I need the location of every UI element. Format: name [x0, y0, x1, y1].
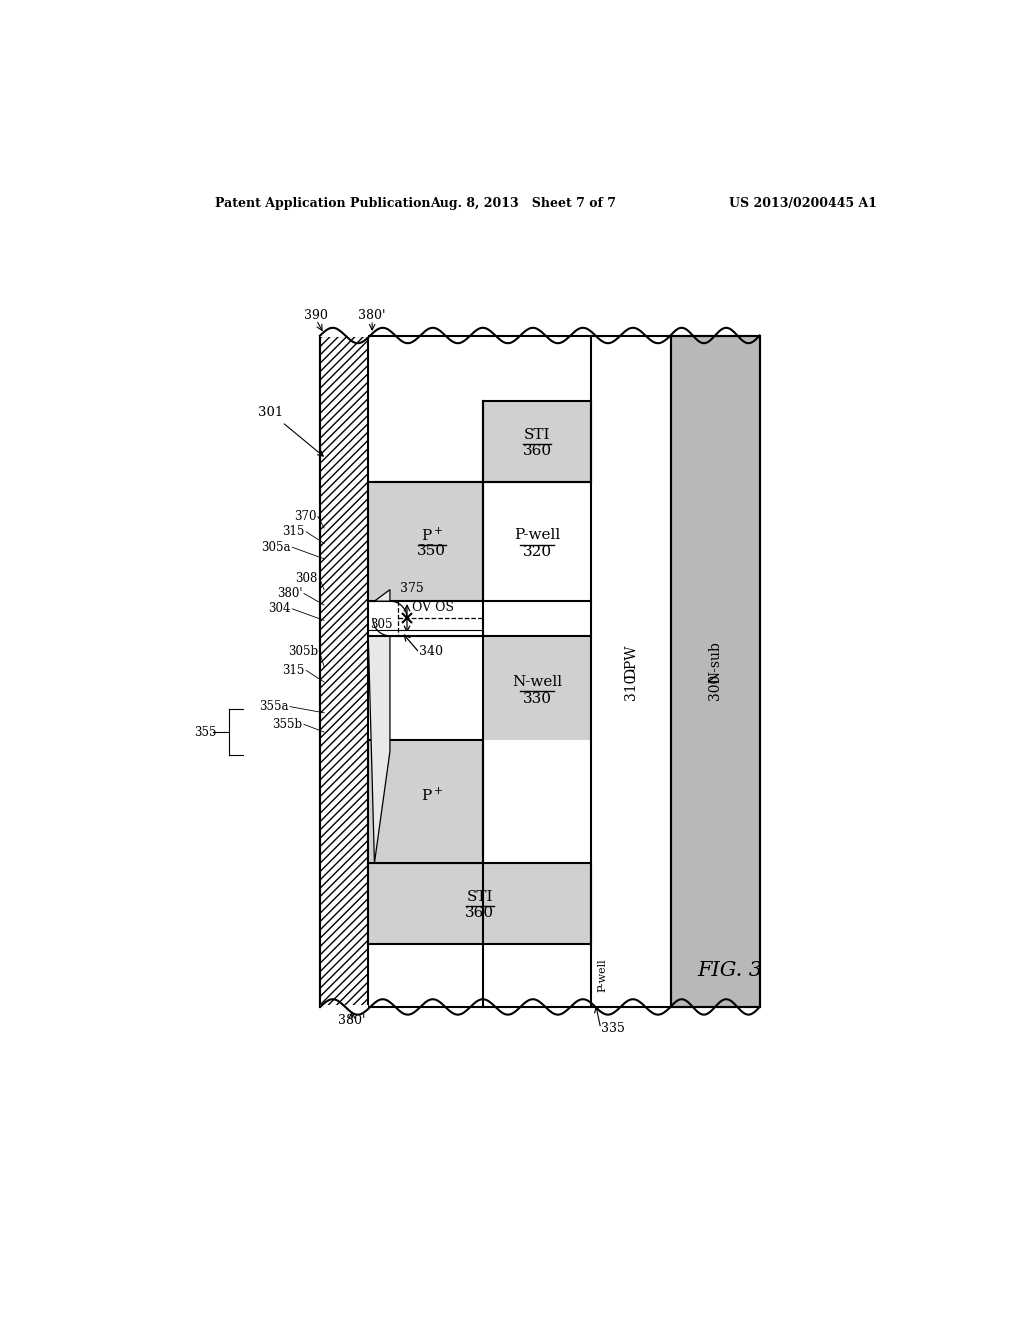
Text: 360: 360	[465, 906, 495, 920]
Text: 340: 340	[420, 645, 443, 659]
Text: P$^+$: P$^+$	[421, 527, 443, 544]
Text: 315: 315	[283, 525, 305, 539]
Text: 360: 360	[522, 444, 552, 458]
Text: 355: 355	[195, 726, 217, 739]
Text: 315: 315	[283, 664, 305, 677]
Text: 350: 350	[418, 544, 446, 558]
Text: 308: 308	[296, 572, 317, 585]
Bar	[671, 335, 760, 1007]
Text: 300: 300	[708, 673, 722, 700]
Text: 301: 301	[258, 407, 324, 457]
Text: P-well: P-well	[598, 958, 607, 993]
Text: 380': 380'	[358, 309, 386, 322]
Text: 305a: 305a	[261, 541, 291, 554]
Bar	[321, 322, 369, 337]
Bar	[671, 335, 760, 1007]
Text: 355b: 355b	[272, 718, 302, 731]
Bar	[483, 636, 592, 739]
Bar	[369, 863, 592, 944]
Text: US 2013/0200445 A1: US 2013/0200445 A1	[729, 197, 877, 210]
Text: Patent Application Publication: Patent Application Publication	[215, 197, 430, 210]
Bar	[369, 335, 592, 1007]
Text: P-well: P-well	[514, 528, 560, 543]
Bar	[369, 482, 483, 601]
Bar	[321, 1006, 369, 1020]
Bar	[369, 630, 483, 636]
Text: DPW: DPW	[624, 644, 638, 680]
Bar	[321, 335, 760, 1007]
Bar	[592, 335, 671, 1007]
Bar	[321, 335, 369, 1007]
Text: 305b: 305b	[288, 644, 317, 657]
Text: FIG. 3: FIG. 3	[697, 961, 763, 981]
Text: N-well: N-well	[512, 675, 562, 689]
Text: Aug. 8, 2013   Sheet 7 of 7: Aug. 8, 2013 Sheet 7 of 7	[430, 197, 616, 210]
Text: STI: STI	[524, 428, 551, 442]
Polygon shape	[369, 636, 390, 863]
Text: 320: 320	[522, 545, 552, 560]
Text: 380': 380'	[338, 1014, 366, 1027]
Text: 390: 390	[304, 309, 329, 322]
Text: N-sub: N-sub	[708, 642, 722, 682]
Polygon shape	[369, 590, 390, 601]
Text: 305: 305	[370, 618, 392, 631]
Text: 375: 375	[400, 582, 424, 595]
Bar	[369, 739, 483, 863]
Text: P$^+$: P$^+$	[421, 787, 443, 804]
Text: 380': 380'	[276, 587, 302, 601]
Text: OV OS: OV OS	[412, 601, 454, 614]
Text: 335: 335	[601, 1022, 625, 1035]
Bar	[483, 401, 592, 482]
Text: 355a: 355a	[259, 700, 289, 713]
Bar	[321, 335, 369, 1007]
Text: 370: 370	[294, 510, 316, 523]
Text: 330: 330	[522, 692, 552, 706]
Text: 304: 304	[268, 602, 291, 615]
Bar	[483, 482, 592, 601]
Text: 310: 310	[624, 673, 638, 700]
Text: STI: STI	[467, 890, 494, 904]
